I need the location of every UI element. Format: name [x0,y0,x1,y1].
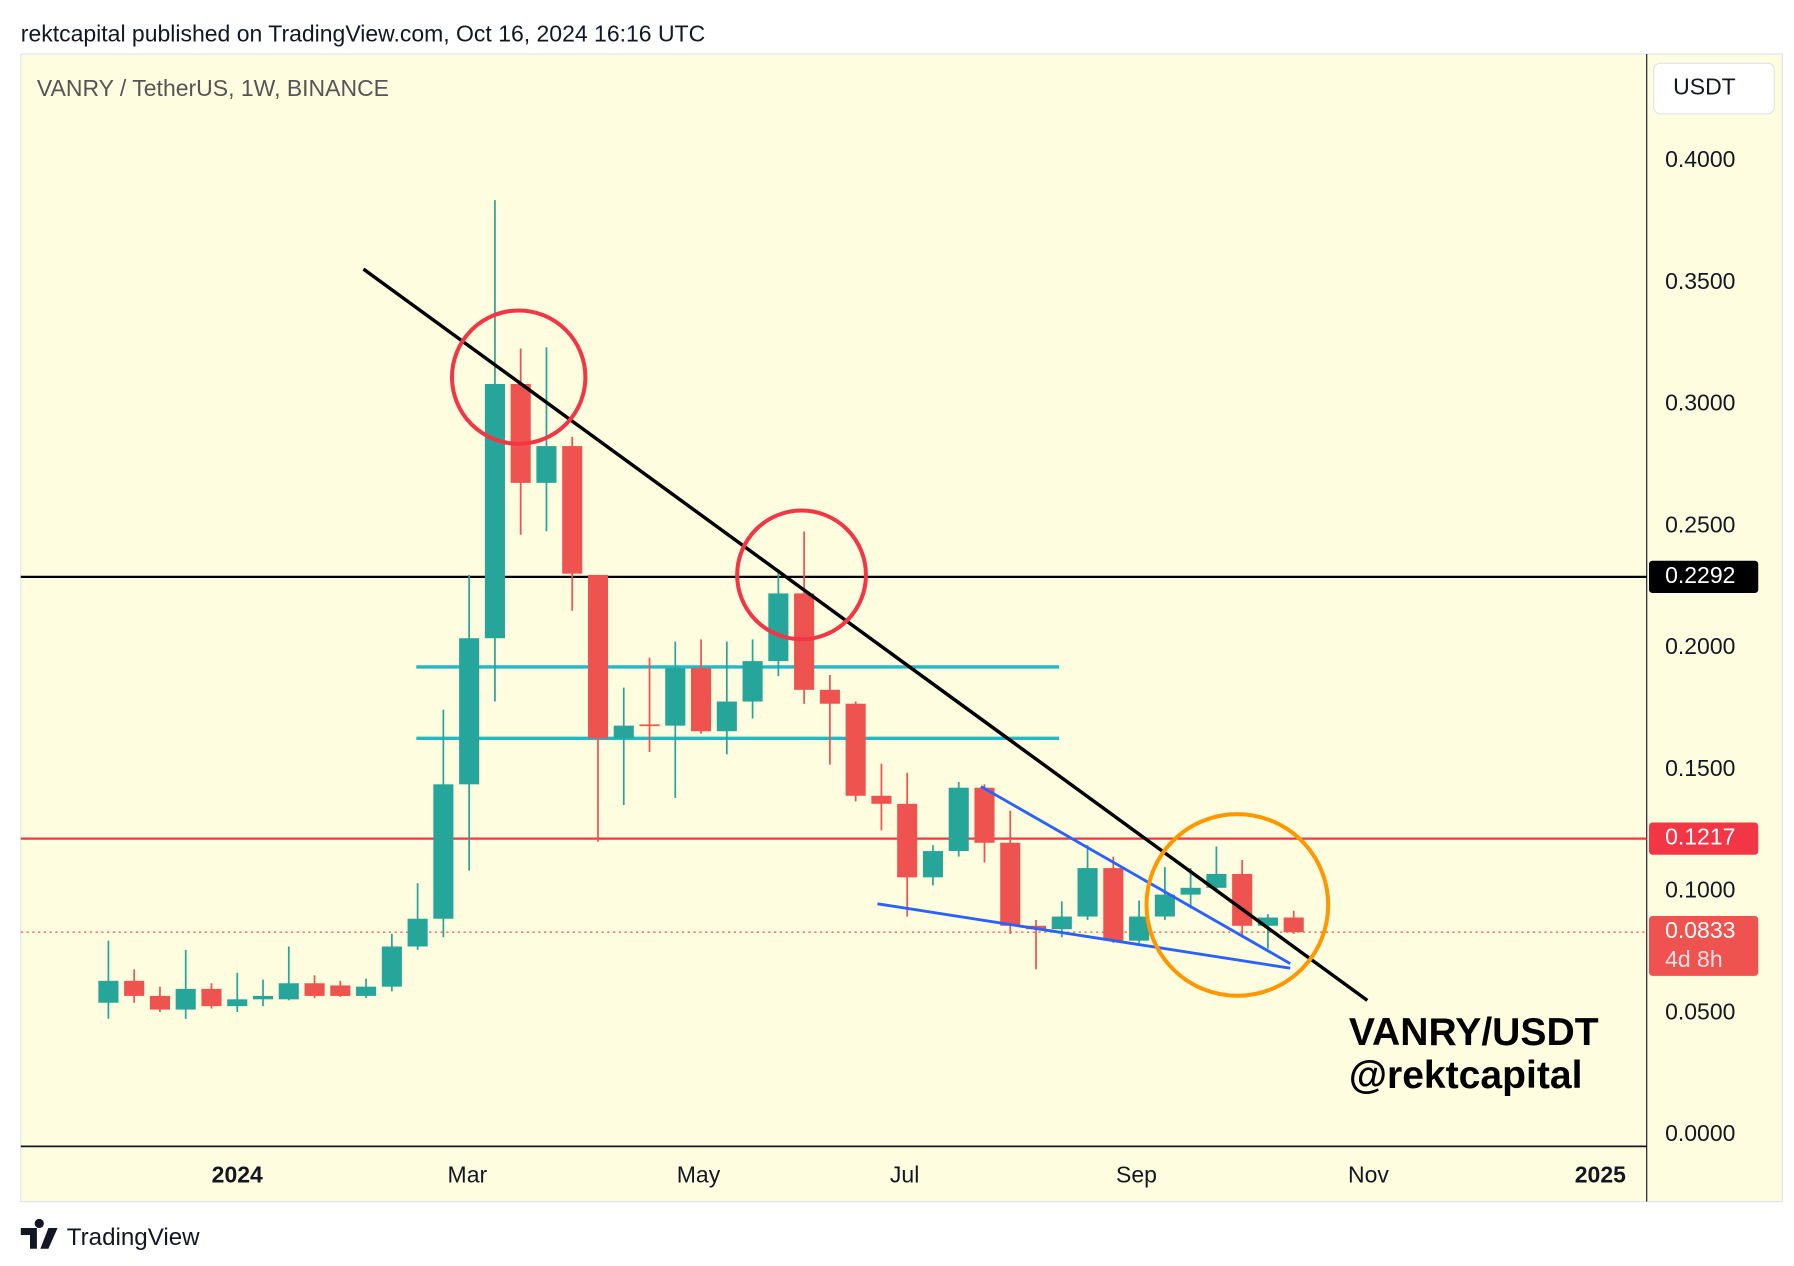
circle-annotation [449,308,588,446]
candle-body [1000,842,1021,926]
y-tick-label: 0.2500 [1665,511,1735,537]
candle-body [252,995,274,1000]
x-tick-label: 2024 [212,1161,263,1187]
candle-body [1154,894,1175,917]
footer-brand: TradingView [67,1224,200,1251]
candle-body [794,593,815,690]
candle-body [948,787,969,852]
candle-body [330,985,351,996]
candle-body [536,446,557,483]
y-tick-label: 0.0500 [1665,998,1735,1024]
x-tick-label: Jul [890,1161,919,1187]
trend-line [362,267,1369,1002]
candle-body [1180,887,1201,895]
price-tag [1649,822,1759,855]
price-tag [1649,560,1759,593]
x-tick-label: 2025 [1575,1161,1626,1187]
candle-body [278,983,299,1000]
y-tick-label: 0.3500 [1665,268,1735,294]
candle-body [1103,868,1124,941]
candle-body [433,784,454,919]
y-tick-label: 0.2000 [1665,633,1735,659]
currency: USDT [1673,74,1736,100]
x-tick-label: Nov [1348,1161,1389,1187]
candle-body [175,988,196,1010]
wedge-upper [980,785,1291,965]
x-tick-label: Mar [448,1161,488,1187]
candle-body [1283,917,1304,933]
symbol-title: VANRY / TetherUS, 1W, BINANCE [37,75,389,101]
candle-body [381,946,402,987]
candle-body [819,689,840,704]
candle-body [897,803,918,878]
header: rektcapital published on TradingView.com… [21,21,705,47]
candle-body [407,918,428,947]
candle-body [510,383,531,483]
watermark: @rektcapital [1349,1054,1583,1097]
circle-annotation [735,508,868,642]
candle-body [871,795,892,804]
candle-body [1257,917,1278,926]
candle-body [665,668,686,726]
candle-body [1232,873,1253,926]
candle-body [742,661,763,702]
candle-body [1129,916,1150,941]
candle-body [613,725,634,739]
candle-body [1051,916,1072,930]
candle-body [98,980,119,1003]
last-price-tag [1649,916,1759,976]
candle-body [691,668,712,732]
y-tick-label: 0.4000 [1665,146,1735,172]
watermark: VANRY/USDT [1349,1011,1599,1054]
candle-body [562,446,583,574]
candle-body [768,593,789,662]
y-tick-label: 0.1500 [1665,755,1735,781]
y-tick-label: 0.1000 [1665,877,1735,903]
candle-body [201,988,222,1007]
chart-pane [20,53,1783,1203]
candle-body [845,703,866,796]
last-price-label: 0.0833 [1665,917,1735,943]
x-tick-label: May [677,1161,721,1187]
candle-body [124,980,145,996]
circle-annotation [1144,812,1331,998]
price-tag-label: 0.1217 [1665,824,1735,850]
wedge-lower [877,902,1291,970]
countdown: 4d 8h [1665,946,1723,972]
y-tick-label: 0.3000 [1665,390,1735,416]
currency-button[interactable] [1653,62,1775,115]
candle-body [459,638,480,785]
candle-body [149,995,170,1010]
plot [20,200,1647,1019]
candle-body [716,701,737,732]
candle-body [1206,873,1227,888]
candle-body [304,983,325,996]
candle-body [974,787,995,843]
candle-body [922,851,944,878]
x-tick-label: Sep [1116,1161,1157,1187]
y-tick-label: 0.0000 [1665,1120,1735,1146]
candle-body [1077,868,1098,917]
candle-body [227,999,248,1007]
price-tag-label: 0.2292 [1665,562,1735,588]
candle-body [356,986,377,996]
candle-body [639,724,660,727]
candle-body [484,383,505,639]
candle-body [587,574,609,739]
